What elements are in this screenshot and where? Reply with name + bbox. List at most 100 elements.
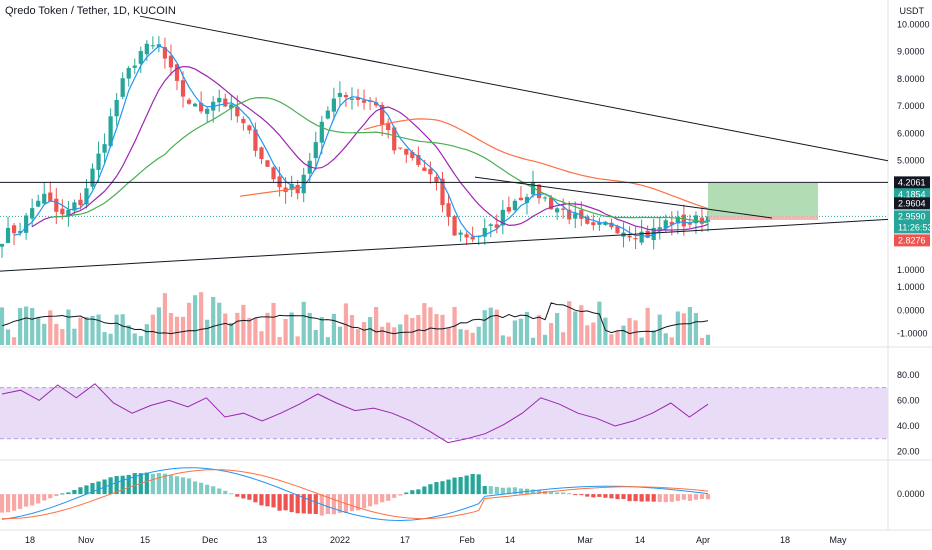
price-axis-badge	[894, 197, 930, 210]
momentum-bar	[17, 308, 23, 345]
candle-body	[5, 227, 11, 243]
macd-histogram-bar	[506, 487, 511, 495]
momentum-bar	[90, 315, 95, 345]
momentum-bar	[229, 322, 234, 345]
momentum-bar	[247, 317, 252, 345]
macd-histogram-bar	[0, 494, 5, 513]
macd-histogram-bar	[132, 473, 137, 495]
momentum-bar	[398, 324, 403, 345]
x-tick-label: 15	[140, 535, 150, 545]
candle-body	[482, 228, 487, 237]
candle-body	[192, 103, 198, 107]
macd-histogram-bar	[337, 494, 343, 513]
macd-histogram-bar	[48, 494, 53, 499]
candle-body	[42, 193, 47, 204]
currency-label: USDT	[899, 6, 925, 16]
candle-body	[343, 94, 349, 98]
candle-body	[470, 236, 475, 240]
candle-body	[229, 104, 234, 109]
momentum-bar	[36, 317, 41, 345]
macd-histogram-bar	[500, 487, 505, 495]
price-axis-badge	[894, 234, 930, 247]
macd-histogram-bar	[126, 474, 131, 495]
candle-body	[506, 207, 511, 212]
momentum-bar	[307, 312, 312, 345]
candle-body	[597, 222, 602, 225]
x-tick-label: 13	[257, 535, 267, 545]
macd-histogram-bar	[446, 479, 451, 495]
candle-body	[259, 147, 264, 159]
momentum-bar	[440, 314, 445, 345]
candle-body	[579, 210, 584, 219]
macd-histogram-bar	[669, 494, 674, 502]
momentum-bar	[615, 331, 620, 345]
x-tick-label: Feb	[459, 535, 475, 545]
macd-histogram-bar	[265, 494, 270, 507]
momentum-bar	[663, 333, 668, 345]
price-axis-badge	[894, 188, 930, 201]
momentum-bar	[211, 296, 216, 345]
price-tick-label: 8.0000	[897, 74, 925, 84]
momentum-bar	[705, 334, 711, 345]
candle-body	[446, 203, 451, 217]
macd-histogram-bar	[639, 494, 644, 502]
candle-body	[247, 125, 252, 131]
momentum-bar	[301, 301, 306, 345]
momentum-bar	[482, 310, 487, 345]
momentum-bar	[434, 314, 439, 345]
price-axis-badge-text: 2.9590	[898, 211, 926, 221]
candle-body	[361, 100, 367, 103]
macd-histogram-bar	[325, 494, 330, 515]
x-tick-label: 18	[25, 535, 35, 545]
macd-histogram-bar	[168, 474, 174, 495]
rsi-tick-label: 80.00	[897, 370, 920, 380]
macd-histogram-bar	[633, 494, 638, 502]
macd-histogram-bar	[530, 489, 536, 495]
momentum-bar	[192, 295, 198, 345]
macd-histogram-bar	[699, 494, 705, 500]
macd-histogram-bar	[518, 488, 524, 495]
momentum-bar	[464, 329, 469, 345]
candle-body	[289, 183, 294, 190]
macd-histogram-bar	[229, 493, 234, 495]
candle-body	[398, 147, 403, 149]
macd-histogram-bar	[627, 494, 632, 502]
candle-body	[331, 98, 336, 112]
rsi-line	[1, 383, 709, 444]
macd-histogram-bar	[675, 494, 680, 501]
momentum-bar	[542, 334, 548, 345]
momentum-bar	[621, 325, 626, 345]
macd-histogram-bar	[36, 494, 41, 504]
macd-histogram-bar	[205, 484, 210, 495]
candle-body	[410, 151, 415, 159]
macd-histogram-bar	[386, 494, 391, 501]
momentum-bar	[42, 323, 47, 345]
momentum-bar	[651, 330, 656, 345]
momentum-bar	[392, 327, 397, 345]
momentum-bar	[567, 301, 572, 345]
price-tick-label: 6.0000	[897, 128, 925, 138]
candle-body	[380, 104, 385, 125]
momentum-bar	[60, 329, 65, 345]
candle-body	[422, 167, 427, 171]
macd-histogram-bar	[440, 481, 445, 495]
macd-histogram-bar	[380, 494, 385, 503]
candle-body	[120, 78, 125, 97]
momentum-tick-label: -1.0000	[897, 328, 928, 338]
macd-histogram-bar	[476, 474, 481, 495]
candle-body	[663, 220, 668, 229]
candle-body	[217, 97, 222, 103]
candle-body	[434, 176, 439, 182]
momentum-bar	[186, 302, 192, 345]
macd-histogram-bar	[609, 494, 614, 499]
price-axis-badge-text: 4.2061	[898, 177, 926, 187]
ma-line-blue	[13, 45, 709, 238]
candle-body	[645, 230, 650, 238]
candle-body	[349, 98, 355, 100]
candle-body	[567, 209, 572, 220]
price-axis-badge	[894, 221, 930, 234]
candle-body	[585, 216, 590, 224]
macd-histogram-bar	[192, 481, 198, 495]
momentum-bar	[494, 309, 499, 345]
